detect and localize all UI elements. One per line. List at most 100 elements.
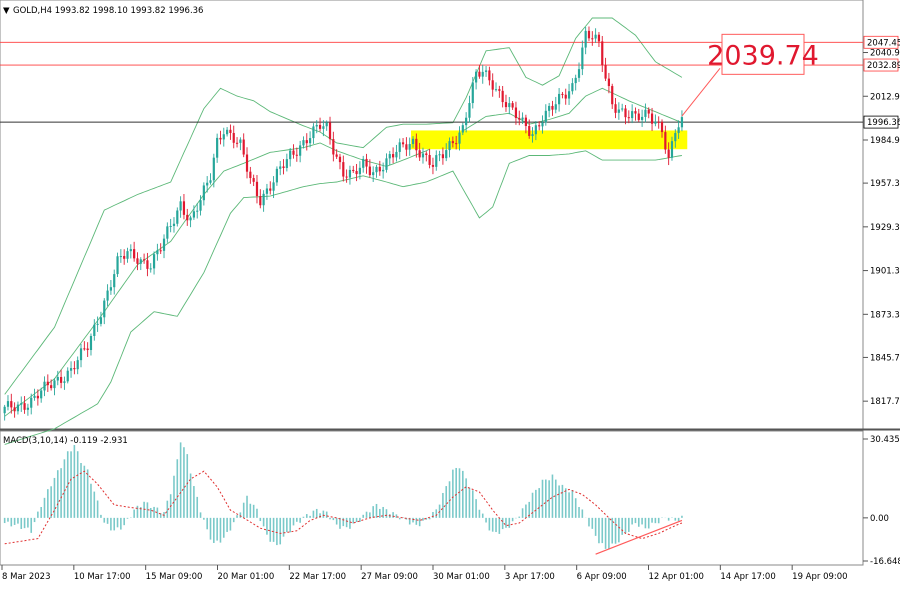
candle: [471, 77, 474, 109]
candle-body: [202, 185, 205, 201]
time-tick-label: 22 Mar 17:00: [289, 572, 346, 582]
candle: [644, 103, 647, 123]
candle-body: [259, 196, 262, 206]
candle-body: [235, 142, 239, 144]
candle-body: [352, 169, 355, 172]
price-tick-label: 2012.90: [870, 92, 900, 102]
candle-body: [627, 117, 630, 119]
candle: [13, 402, 16, 418]
candle-body: [395, 151, 398, 158]
candle-body: [182, 201, 186, 215]
candle: [680, 110, 684, 132]
candle: [538, 121, 541, 131]
candle: [531, 127, 534, 143]
candle-body: [106, 290, 109, 301]
candle: [179, 196, 182, 218]
candle: [475, 69, 478, 90]
macd-tick-label: 0.00: [870, 514, 889, 524]
candle-body: [614, 104, 617, 113]
candle-body: [255, 181, 259, 197]
candle-body: [674, 132, 677, 142]
candle: [425, 151, 428, 162]
candle-body: [438, 154, 441, 156]
candle: [229, 124, 232, 140]
candle: [119, 249, 122, 263]
candle-body: [478, 71, 481, 77]
candle: [6, 395, 10, 411]
candle: [189, 215, 192, 228]
candle: [295, 147, 298, 162]
candle: [212, 153, 215, 188]
candle: [302, 136, 305, 149]
candle-body: [511, 103, 514, 108]
candle: [604, 57, 607, 82]
candle-body: [654, 121, 657, 124]
candle: [445, 143, 448, 162]
candle-body: [13, 407, 16, 412]
candle: [335, 149, 338, 159]
bollinger-middle: [4, 87, 683, 417]
candle: [401, 138, 405, 148]
candle-body: [641, 116, 644, 120]
candle-body: [322, 126, 325, 129]
candle-body: [146, 260, 149, 269]
candle: [551, 100, 554, 116]
candle: [508, 97, 511, 115]
candle: [561, 91, 564, 99]
candle: [458, 126, 461, 151]
candle: [614, 98, 617, 119]
candle: [159, 243, 162, 255]
candle: [50, 379, 53, 391]
candle: [63, 376, 66, 390]
candle: [156, 243, 159, 261]
candle: [621, 103, 624, 112]
candle: [677, 120, 680, 139]
candle: [395, 144, 398, 162]
candle: [544, 104, 547, 126]
candle: [199, 195, 202, 216]
candle-body: [245, 154, 249, 172]
candle: [169, 218, 172, 233]
candle: [89, 333, 93, 356]
candle-body: [315, 124, 318, 127]
target-projection: 2039.74: [681, 33, 819, 117]
candle-body: [6, 401, 10, 407]
candle-body: [176, 210, 179, 224]
axis-frame: [0, 0, 900, 566]
candle: [631, 104, 634, 124]
candle: [358, 161, 361, 180]
time-tick-label: 20 Mar 01:00: [218, 572, 275, 582]
candle: [441, 147, 444, 165]
candle: [279, 160, 282, 176]
candle: [498, 85, 501, 98]
candle-body: [544, 110, 547, 123]
candle: [83, 341, 86, 351]
candle-body: [455, 143, 458, 145]
candle-body: [501, 90, 504, 103]
candle: [478, 65, 481, 79]
candle: [328, 116, 332, 145]
candle-body: [149, 268, 152, 270]
candle-body: [398, 142, 401, 152]
candle: [202, 182, 205, 206]
candle-body: [36, 395, 39, 399]
price-tick-label: 1845.70: [870, 353, 900, 363]
candle: [571, 78, 574, 95]
candle: [196, 203, 199, 219]
candle: [611, 83, 614, 109]
candle: [355, 163, 358, 182]
candle-body: [312, 126, 315, 139]
symbol-header: GOLD,H4 1993.82 1998.10 1993.82 1996.36: [13, 6, 203, 16]
candle: [594, 28, 597, 43]
candle-body: [212, 157, 215, 181]
triangle-down-icon[interactable]: ▼: [3, 6, 10, 16]
candle: [411, 136, 415, 148]
candle: [451, 136, 454, 148]
candle-body: [348, 169, 352, 178]
candle-body: [491, 80, 494, 90]
candle-body: [265, 188, 269, 194]
time-tick-label: 19 Apr 09:00: [792, 572, 847, 582]
candle: [345, 169, 348, 183]
candle: [348, 165, 352, 185]
candle: [587, 26, 591, 42]
